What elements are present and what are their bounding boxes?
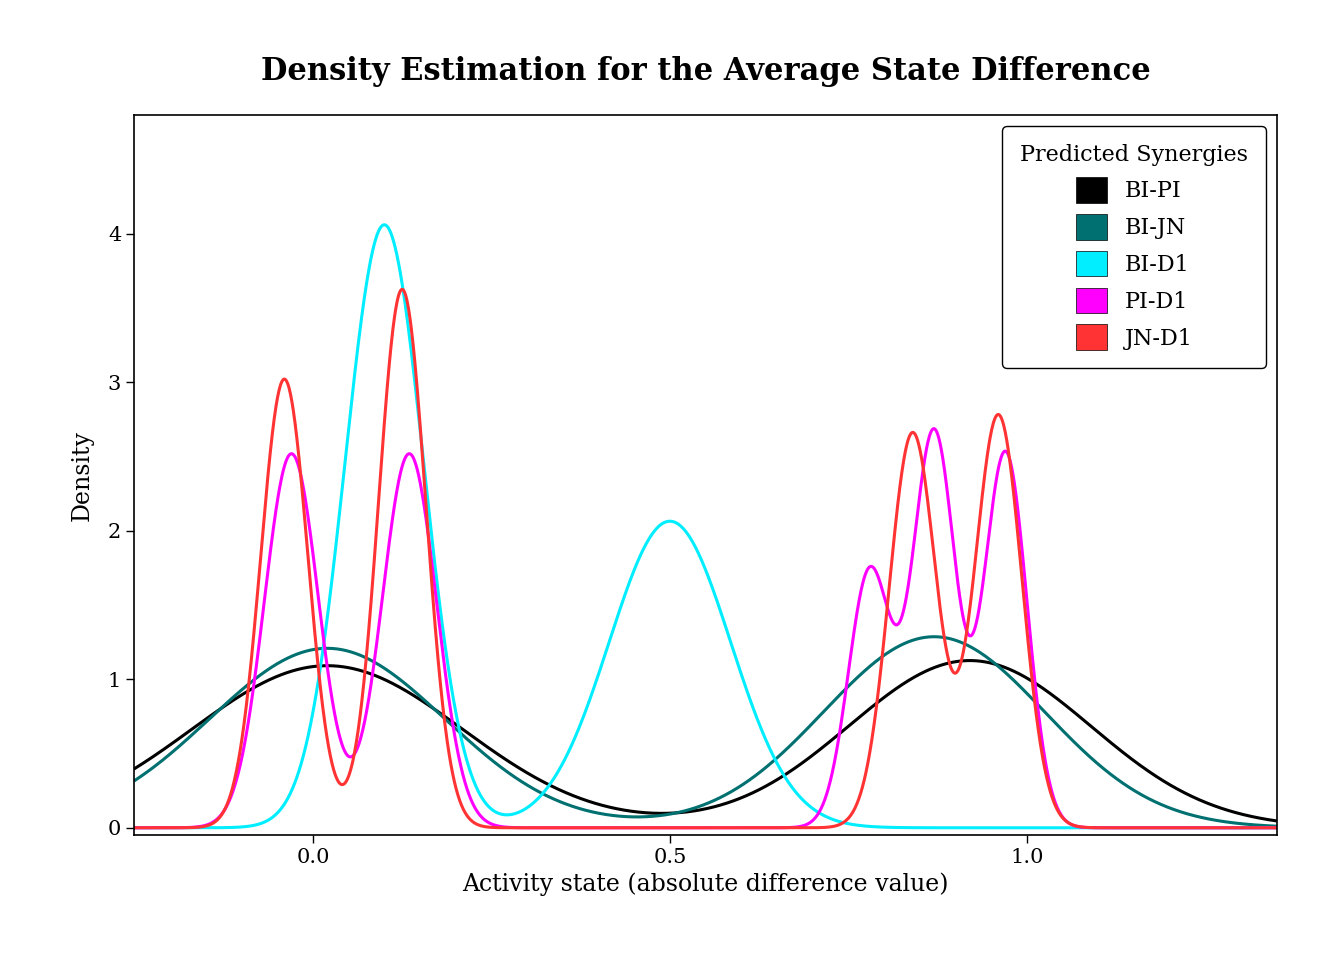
JN-D1 bbox=[254, 530, 270, 541]
BI-D1 bbox=[1203, 822, 1219, 833]
BI-D1 bbox=[254, 817, 270, 828]
BI-JN bbox=[539, 790, 555, 802]
Line: BI-PI: BI-PI bbox=[27, 660, 1344, 828]
JN-D1 bbox=[394, 283, 410, 295]
PI-D1 bbox=[598, 822, 614, 833]
PI-D1 bbox=[19, 822, 35, 833]
BI-PI bbox=[173, 731, 190, 742]
BI-PI bbox=[254, 678, 270, 689]
BI-D1 bbox=[173, 822, 190, 833]
BI-JN bbox=[1203, 814, 1219, 826]
Line: PI-D1: PI-D1 bbox=[27, 428, 1344, 828]
Line: JN-D1: JN-D1 bbox=[27, 289, 1344, 828]
PI-D1 bbox=[1203, 822, 1219, 833]
PI-D1 bbox=[926, 422, 942, 434]
BI-PI bbox=[962, 655, 978, 666]
Y-axis label: Density: Density bbox=[71, 430, 94, 520]
JN-D1 bbox=[1203, 822, 1219, 833]
Title: Density Estimation for the Average State Difference: Density Estimation for the Average State… bbox=[261, 57, 1150, 87]
BI-D1 bbox=[19, 822, 35, 833]
JN-D1 bbox=[19, 822, 35, 833]
BI-JN bbox=[598, 808, 614, 820]
PI-D1 bbox=[173, 822, 190, 833]
Legend: BI-PI, BI-JN, BI-D1, PI-D1, JN-D1: BI-PI, BI-JN, BI-D1, PI-D1, JN-D1 bbox=[1003, 127, 1266, 368]
BI-D1 bbox=[540, 781, 556, 793]
X-axis label: Activity state (absolute difference value): Activity state (absolute difference valu… bbox=[462, 873, 949, 897]
BI-D1 bbox=[376, 219, 392, 230]
PI-D1 bbox=[254, 611, 270, 622]
JN-D1 bbox=[598, 822, 614, 833]
BI-D1 bbox=[598, 643, 614, 655]
BI-JN bbox=[19, 815, 35, 827]
BI-PI bbox=[1203, 799, 1219, 810]
Line: BI-D1: BI-D1 bbox=[27, 225, 1344, 828]
PI-D1 bbox=[539, 822, 555, 833]
BI-PI bbox=[598, 801, 614, 812]
BI-PI bbox=[19, 808, 35, 820]
BI-JN bbox=[254, 667, 270, 679]
Line: BI-JN: BI-JN bbox=[27, 636, 1344, 828]
BI-JN bbox=[173, 738, 190, 750]
BI-JN bbox=[926, 631, 942, 642]
JN-D1 bbox=[540, 822, 556, 833]
JN-D1 bbox=[173, 822, 190, 833]
BI-PI bbox=[539, 779, 555, 790]
